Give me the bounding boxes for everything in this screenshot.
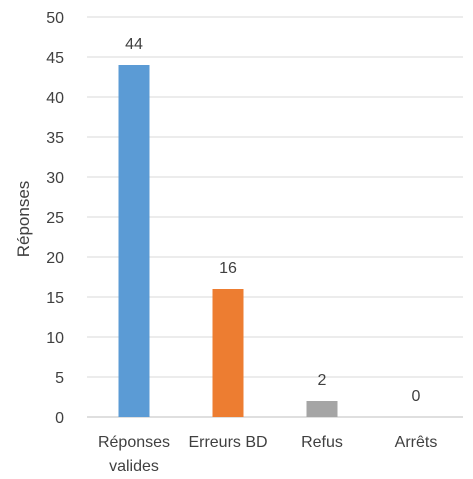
y-axis-ticks: 0 5 10 15 20 25 30 35 40 45 50 (46, 10, 64, 427)
data-label: 0 (412, 388, 421, 405)
y-tick-label: 25 (46, 210, 64, 227)
y-tick-label: 20 (46, 250, 64, 267)
bars (118, 65, 338, 417)
category-label: Erreurs BD (188, 434, 267, 451)
bar (118, 65, 150, 417)
category-label: Arrêts (395, 434, 438, 451)
y-tick-label: 35 (46, 130, 64, 147)
data-label: 44 (125, 36, 143, 53)
category-label: Réponses (98, 434, 170, 451)
bar (306, 401, 338, 417)
y-axis-title: Réponses (14, 181, 33, 258)
bar (212, 289, 244, 417)
y-tick-label: 5 (55, 370, 64, 387)
y-tick-label: 15 (46, 290, 64, 307)
data-labels: 44 16 2 0 (125, 36, 420, 405)
category-label: Refus (301, 434, 343, 451)
category-label: valides (109, 458, 159, 475)
gridlines (87, 16, 463, 418)
y-tick-label: 40 (46, 90, 64, 107)
y-tick-label: 0 (55, 410, 64, 427)
category-labels: Réponses valides Erreurs BD Refus Arrêts (98, 434, 437, 475)
data-label: 2 (318, 372, 327, 389)
y-tick-label: 10 (46, 330, 64, 347)
y-tick-label: 45 (46, 50, 64, 67)
y-tick-label: 50 (46, 10, 64, 27)
y-tick-label: 30 (46, 170, 64, 187)
data-label: 16 (219, 260, 237, 277)
